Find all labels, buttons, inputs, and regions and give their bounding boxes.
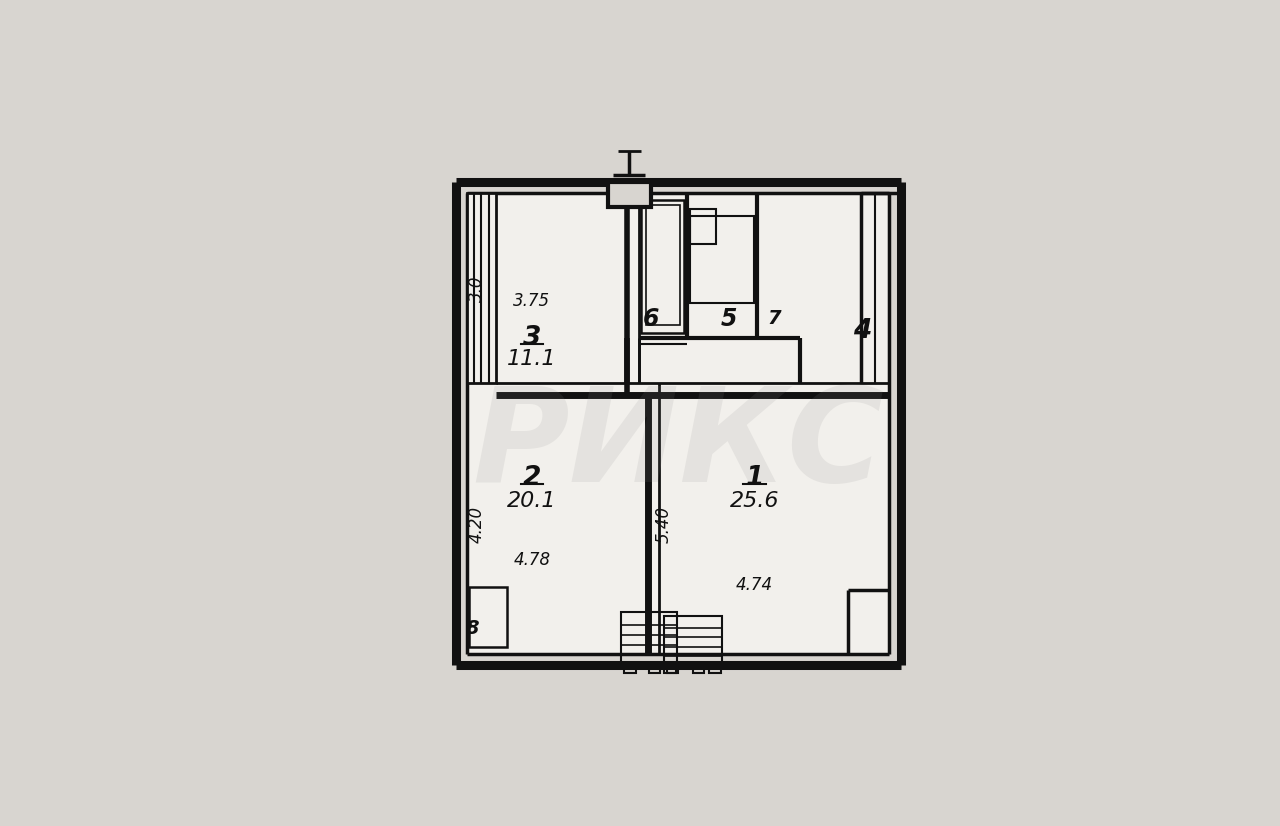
Text: 6: 6 [643, 306, 659, 330]
Bar [663, 615, 722, 665]
Text: 11.1: 11.1 [507, 349, 557, 368]
Text: 3.0: 3.0 [467, 275, 485, 301]
Text: 4.74: 4.74 [736, 576, 773, 594]
Bar [649, 665, 660, 673]
Bar [467, 193, 495, 383]
Text: 2: 2 [522, 464, 541, 491]
Bar [641, 200, 684, 333]
Bar [621, 612, 677, 665]
Text: 4: 4 [854, 318, 872, 344]
Text: 7: 7 [768, 309, 781, 328]
Text: 25.6: 25.6 [730, 491, 780, 511]
Bar [690, 209, 717, 244]
Text: 1: 1 [745, 464, 764, 491]
Bar [709, 665, 721, 673]
Text: 4.20: 4.20 [467, 506, 485, 543]
Bar [646, 205, 680, 325]
Text: 20.1: 20.1 [507, 491, 557, 511]
Text: РИКС: РИКС [472, 382, 884, 510]
Text: 5.40: 5.40 [654, 506, 672, 543]
Bar [625, 665, 636, 673]
Text: 3.75: 3.75 [513, 292, 550, 311]
Bar [468, 587, 507, 648]
Bar [664, 665, 676, 673]
Bar [608, 182, 652, 207]
Bar [690, 216, 754, 302]
Bar [692, 665, 704, 673]
Text: 5: 5 [721, 306, 737, 330]
Bar [667, 665, 678, 673]
Text: 8: 8 [466, 619, 480, 638]
Bar [467, 193, 890, 653]
Text: 3: 3 [522, 325, 541, 350]
Text: 4.78: 4.78 [513, 551, 550, 568]
